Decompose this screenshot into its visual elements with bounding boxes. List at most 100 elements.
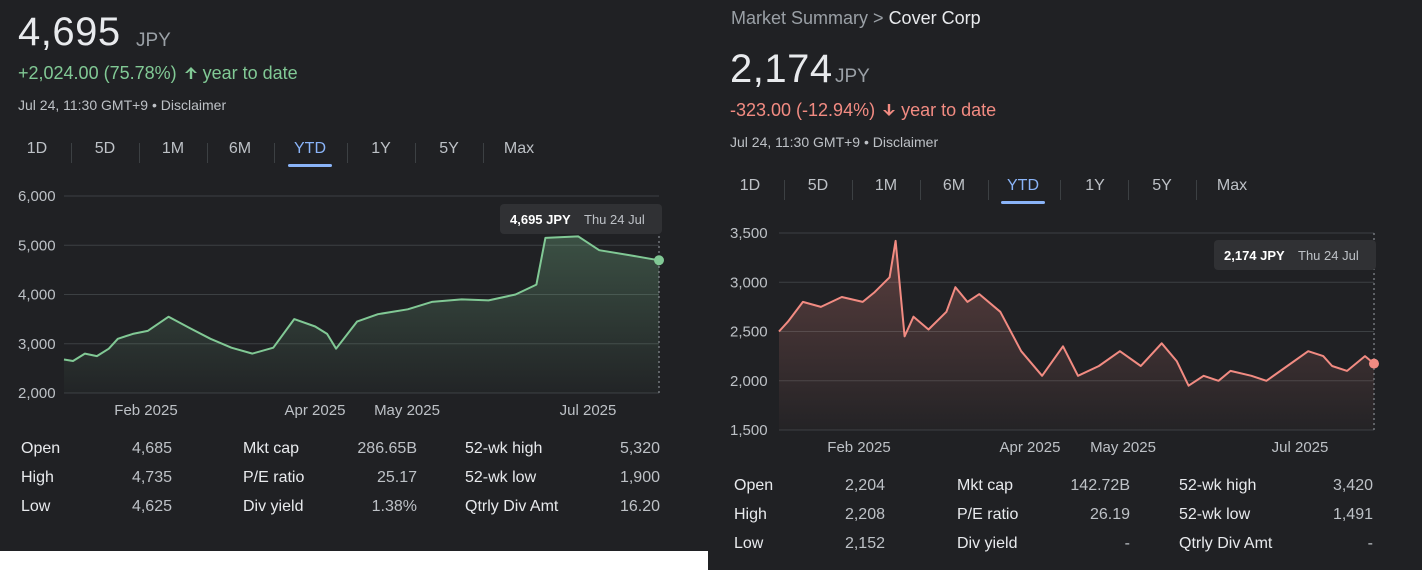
stat-label: Div yield — [243, 498, 304, 515]
stat-value: 3,420 — [1332, 477, 1373, 494]
tab-5d[interactable]: 5D — [793, 170, 843, 206]
tab-label: YTD — [1007, 177, 1039, 194]
tooltip-date: Thu 24 Jul — [1298, 248, 1359, 263]
currency: JPY — [835, 66, 870, 87]
change-suffix: year to date — [901, 100, 997, 120]
stat-label: P/E ratio — [957, 506, 1019, 523]
active-tab-indicator — [1001, 201, 1045, 204]
tab-6m[interactable]: 6M — [215, 133, 265, 169]
tab-5y[interactable]: 5Y — [424, 133, 474, 169]
tab-1y[interactable]: 1Y — [356, 133, 406, 169]
tab-label: Max — [503, 140, 535, 157]
y-tick-label: 1,500 — [730, 422, 768, 439]
tab-max[interactable]: Max — [1205, 170, 1259, 206]
tab-5y[interactable]: 5Y — [1137, 170, 1187, 206]
stat-label: High — [21, 469, 54, 486]
tab-ytd[interactable]: YTD — [285, 133, 335, 169]
active-tab-indicator — [288, 164, 332, 167]
stat-value: 4,735 — [131, 469, 172, 486]
tab-label: 1Y — [371, 140, 391, 157]
tab-divider — [852, 180, 853, 200]
stat-label: P/E ratio — [243, 469, 305, 486]
stat-value: 1.38% — [371, 498, 417, 515]
tab-1d[interactable]: 1D — [12, 133, 62, 169]
tab-label: 6M — [942, 177, 966, 194]
series-line — [63, 235, 660, 362]
tab-label: 1Y — [1085, 177, 1105, 194]
tab-divider — [483, 143, 484, 163]
tab-1m[interactable]: 1M — [861, 170, 911, 206]
stat-value: - — [1124, 535, 1130, 552]
range-tabs: 1D 5D 1M 6M YTD 1Y 5Y Max — [708, 170, 1422, 210]
stock-panel-left: 4,695 JPY +2,024.00 (75.78%) year to date… — [0, 0, 708, 551]
tab-label: 5Y — [439, 140, 459, 157]
y-tick-label: 3,000 — [730, 274, 768, 291]
tab-ytd[interactable]: YTD — [998, 170, 1048, 206]
change-suffix: year to date — [202, 63, 298, 83]
tab-label: 5D — [807, 177, 829, 194]
tab-divider — [920, 180, 921, 200]
x-tick-label: Apr 2025 — [1000, 439, 1061, 456]
tab-label: 5D — [94, 140, 116, 157]
x-tick-label: Jul 2025 — [1272, 439, 1329, 456]
stat-label: Low — [734, 535, 764, 552]
change-value: +2,024.00 (75.78%) — [18, 63, 177, 83]
currency: JPY — [136, 30, 171, 51]
stat-value: 26.19 — [1089, 506, 1130, 523]
price-chart-right[interactable]: 1,500 2,000 2,500 3,000 3,500 Feb 2025 Apr 202… — [708, 217, 1422, 467]
breadcrumb-parent[interactable]: Market Summary > — [731, 8, 884, 28]
tooltip-date: Thu 24 Jul — [584, 212, 645, 227]
stat-value: - — [1367, 535, 1373, 552]
tab-divider — [71, 143, 72, 163]
tab-divider — [1128, 180, 1129, 200]
tab-label: 1M — [161, 140, 185, 157]
stat-value: 1,491 — [1332, 506, 1373, 523]
change: -323.00 (-12.94%) year to date — [730, 100, 996, 121]
tab-1d[interactable]: 1D — [725, 170, 775, 206]
change: +2,024.00 (75.78%) year to date — [18, 63, 298, 84]
y-tick-label: 3,500 — [730, 225, 768, 242]
breadcrumb: Market Summary > Cover Corp — [731, 8, 981, 29]
tab-divider — [347, 143, 348, 163]
stat-value: 4,625 — [131, 498, 172, 515]
arrow-down-icon — [883, 104, 896, 116]
stat-label: 52-wk low — [1179, 506, 1251, 523]
tab-1y[interactable]: 1Y — [1070, 170, 1120, 206]
tab-max[interactable]: Max — [492, 133, 546, 169]
stat-label: 52-wk high — [465, 440, 543, 457]
x-tick-label: Feb 2025 — [827, 439, 890, 456]
arrow-up-icon — [184, 67, 197, 79]
stat-value: 4,685 — [131, 440, 172, 457]
x-tick-label: Jul 2025 — [560, 402, 617, 419]
hover-tooltip: 2,174 JPY Thu 24 Jul — [1214, 240, 1376, 270]
stat-value: 286.65B — [357, 440, 417, 457]
tab-6m[interactable]: 6M — [929, 170, 979, 206]
hover-tooltip: 4,695 JPY Thu 24 Jul — [500, 204, 662, 234]
tab-divider — [274, 143, 275, 163]
tooltip-value: 4,695 JPY — [510, 212, 571, 227]
tab-label: Max — [1216, 177, 1248, 194]
stat-label: Qtrly Div Amt — [1179, 535, 1273, 552]
stat-label: Div yield — [957, 535, 1018, 552]
timestamp-disclaimer[interactable]: Jul 24, 11:30 GMT+9 • Disclaimer — [730, 134, 939, 150]
series-area — [64, 236, 659, 393]
tooltip-box — [500, 204, 662, 234]
tab-1m[interactable]: 1M — [148, 133, 198, 169]
price: 4,695 — [18, 10, 121, 54]
price-chart-left[interactable]: 2,000 3,000 4,000 5,000 6,000 Feb 2025 Apr 202… — [0, 180, 708, 430]
tab-label: 1D — [26, 140, 48, 157]
series-line — [778, 239, 1375, 387]
stat-value: 16.20 — [619, 498, 660, 515]
tab-5d[interactable]: 5D — [80, 133, 130, 169]
tab-label: 5Y — [1152, 177, 1172, 194]
x-tick-label: May 2025 — [374, 402, 440, 419]
tab-label: 1D — [739, 177, 761, 194]
stats-table: Open 4,685 High 4,735 Low 4,625 Mkt cap 286.65B… — [0, 440, 708, 540]
y-tick-label: 3,000 — [18, 336, 56, 353]
breadcrumb-current: Cover Corp — [888, 8, 981, 28]
tab-divider — [415, 143, 416, 163]
stat-label: Open — [734, 477, 774, 494]
timestamp-disclaimer[interactable]: Jul 24, 11:30 GMT+9 • Disclaimer — [18, 97, 227, 113]
stat-value: 142.72B — [1070, 477, 1130, 494]
tooltip-box — [1214, 240, 1376, 270]
